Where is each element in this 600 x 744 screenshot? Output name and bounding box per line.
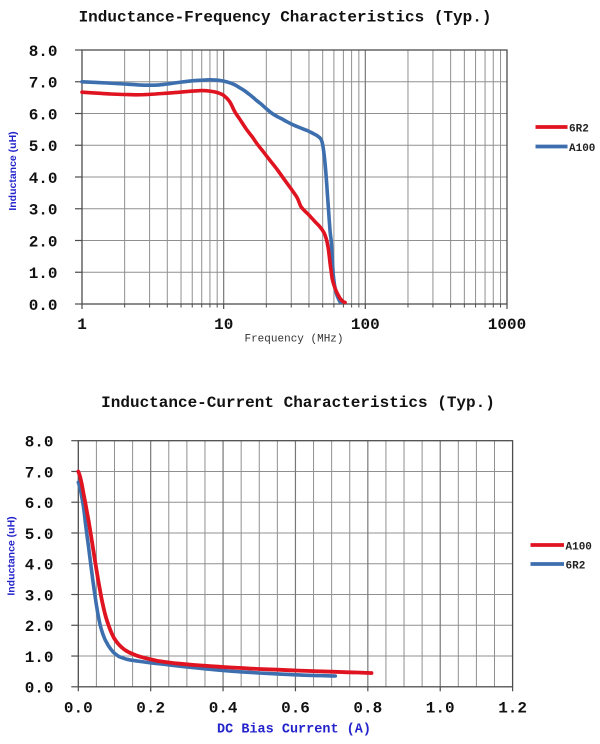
svg-text:A100: A100	[569, 143, 595, 155]
svg-text:100: 100	[351, 316, 380, 334]
svg-text:3.0: 3.0	[25, 587, 54, 605]
svg-text:0.6: 0.6	[281, 700, 310, 718]
svg-text:8.0: 8.0	[25, 434, 54, 452]
svg-text:4.0: 4.0	[29, 170, 58, 188]
svg-text:Frequency (MHz): Frequency (MHz)	[244, 334, 343, 346]
svg-text:DC Bias Current (A): DC Bias Current (A)	[217, 723, 371, 738]
svg-text:7.0: 7.0	[25, 464, 54, 482]
svg-text:2.0: 2.0	[25, 618, 54, 636]
svg-text:7.0: 7.0	[29, 75, 58, 93]
svg-text:6R2: 6R2	[566, 561, 586, 573]
svg-text:Inductance-Frequency Character: Inductance-Frequency Characteristics (Ty…	[79, 9, 492, 27]
svg-text:5.0: 5.0	[25, 526, 54, 544]
svg-text:0.0: 0.0	[25, 680, 54, 698]
svg-text:0.0: 0.0	[29, 297, 58, 315]
svg-text:1000: 1000	[488, 316, 526, 334]
svg-text:6.0: 6.0	[29, 106, 58, 124]
svg-text:1.0: 1.0	[426, 700, 455, 718]
svg-text:8.0: 8.0	[29, 43, 58, 61]
svg-text:10: 10	[214, 316, 233, 334]
svg-text:0.8: 0.8	[353, 700, 382, 718]
svg-text:0.2: 0.2	[136, 700, 165, 718]
svg-text:Inductance (uH): Inductance (uH)	[6, 516, 18, 595]
svg-text:2.0: 2.0	[29, 233, 58, 251]
svg-text:0.4: 0.4	[209, 700, 238, 718]
svg-text:5.0: 5.0	[29, 138, 58, 156]
svg-text:0.0: 0.0	[64, 700, 93, 718]
svg-text:Inductance-Current Characteris: Inductance-Current Characteristics (Typ.…	[101, 394, 495, 412]
svg-text:4.0: 4.0	[25, 557, 54, 575]
svg-text:1: 1	[77, 316, 87, 334]
svg-text:A100: A100	[566, 542, 592, 554]
svg-text:Inductance (uH): Inductance (uH)	[7, 131, 19, 210]
svg-text:6R2: 6R2	[569, 124, 589, 136]
svg-text:1.2: 1.2	[498, 700, 527, 718]
svg-text:1.0: 1.0	[29, 265, 58, 283]
svg-text:3.0: 3.0	[29, 202, 58, 220]
svg-text:1.0: 1.0	[25, 649, 54, 667]
svg-text:6.0: 6.0	[25, 495, 54, 513]
